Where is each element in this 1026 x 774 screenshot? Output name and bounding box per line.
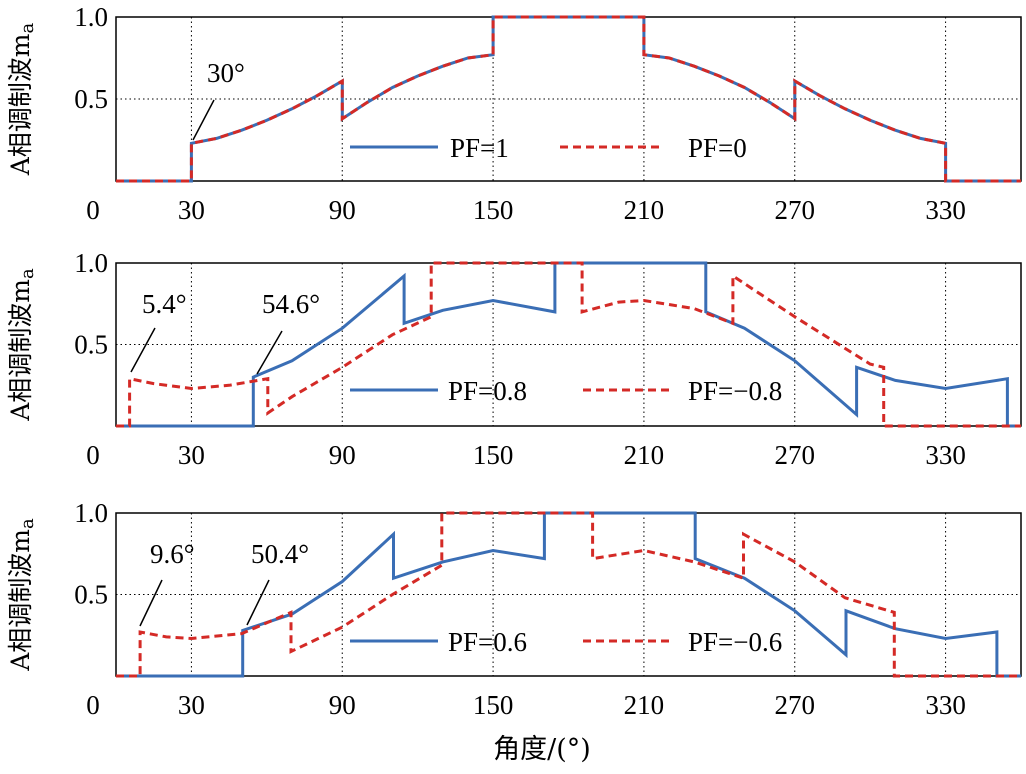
x-tick-label: 30	[178, 440, 205, 470]
y-axis-label-subscript: a	[17, 268, 38, 279]
y-axis-label: A相调制波ma	[6, 518, 39, 672]
x-tick-label: 150	[473, 440, 514, 470]
legend-label: PF=−0.6	[688, 627, 782, 657]
x-tick-label: 270	[775, 195, 816, 225]
legend-label: PF=0.8	[448, 376, 527, 406]
series-line-dashed	[116, 511, 1021, 678]
series-line-dashed	[116, 15, 1021, 183]
panel-1: 0 30 90 150 210 270 330 0.5 1.0 A相调制波ma PF=1 PF=0 30…	[6, 2, 1022, 225]
y-axis-label-subscript: a	[17, 22, 38, 33]
x-tick-label: 270	[775, 440, 816, 470]
y-tick-label: 0.5	[74, 330, 108, 360]
x-tick-label: 210	[624, 440, 665, 470]
y-tick-label: 1.0	[74, 2, 108, 32]
annotation-leader	[246, 579, 270, 626]
y-axis-label-main: A相调制波m	[6, 279, 35, 422]
x-tick-label: 330	[925, 690, 966, 720]
x-tick-label: 30	[178, 690, 205, 720]
x-tick-label: 330	[925, 440, 966, 470]
series-line-dashed	[116, 261, 1021, 428]
y-axis-label-main: A相调制波m	[6, 33, 35, 176]
series-line-solid	[116, 511, 1021, 678]
y-tick-label: 1.0	[74, 498, 108, 528]
annotation-leader	[256, 330, 283, 375]
legend-label: PF=0.6	[448, 627, 527, 657]
annotation-leader	[130, 327, 156, 373]
annotation-label: 5.4°	[142, 289, 187, 319]
annotation-leader	[139, 579, 163, 627]
x-tick-label: 90	[329, 440, 356, 470]
y-axis-label-subscript: a	[17, 518, 38, 529]
y-tick-label: 0.5	[74, 84, 108, 114]
x-tick-label: 30	[178, 195, 205, 225]
x-tick-label: 210	[624, 195, 665, 225]
y-axis-label: A相调制波ma	[6, 268, 39, 422]
x-tick-label: 90	[329, 690, 356, 720]
annotation-label: 9.6°	[150, 539, 195, 569]
x-axis-label: 角度/(°)	[493, 734, 591, 765]
panel-2: 0 30 90 150 210 270 330 0.5 1.0 A相调制波ma PF=0.8 PF=−…	[6, 248, 1022, 470]
annotation-label: 30°	[207, 58, 245, 88]
x-tick-label: 0	[86, 195, 100, 225]
y-axis-label: A相调制波ma	[6, 22, 39, 176]
x-tick-label: 150	[473, 195, 514, 225]
x-tick-label: 0	[86, 690, 100, 720]
y-tick-label: 0.5	[74, 580, 108, 610]
x-tick-label: 330	[925, 195, 966, 225]
series-line-solid	[116, 261, 1021, 428]
x-tick-label: 150	[473, 690, 514, 720]
panel-3: 0 30 90 150 210 270 330 0.5 1.0 A相调制波ma PF=0.6 PF=−…	[6, 498, 1022, 765]
x-tick-label: 90	[329, 195, 356, 225]
x-tick-label: 210	[624, 690, 665, 720]
annotation-leader	[192, 99, 215, 141]
y-tick-label: 1.0	[74, 248, 108, 278]
y-axis-label-main: A相调制波m	[6, 529, 35, 672]
annotation-label: 50.4°	[251, 539, 309, 569]
x-tick-label: 270	[775, 690, 816, 720]
legend-label: PF=0	[688, 133, 747, 163]
legend-label: PF=−0.8	[688, 376, 782, 406]
x-tick-label: 0	[86, 440, 100, 470]
legend-label: PF=1	[450, 133, 509, 163]
annotation-label: 54.6°	[262, 289, 320, 319]
